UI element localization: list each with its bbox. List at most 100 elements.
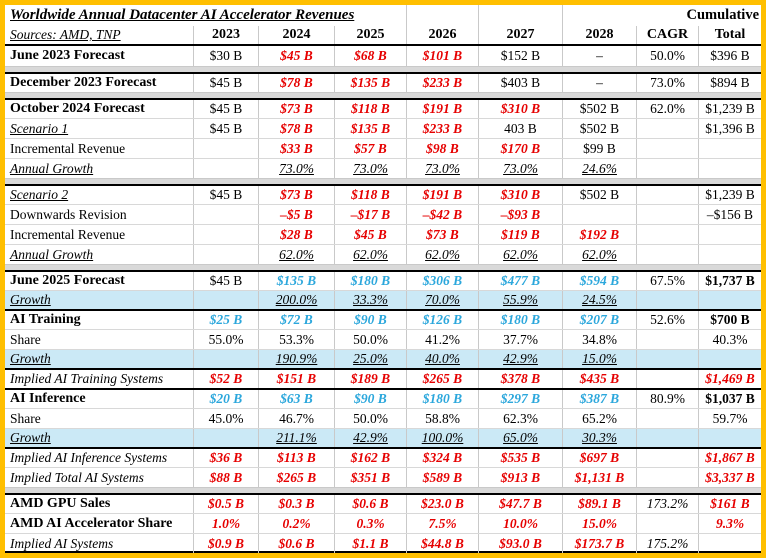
table-cell: $88 B [193,468,258,487]
table-cell: $118 B [334,186,406,204]
table-cell: $45 B [334,225,406,244]
table-cell-empty [698,429,761,447]
table-cell: $118 B [334,100,406,118]
table-cell: $1,396 B [698,119,761,138]
table-cell: $151 B [258,370,334,388]
table-cell: 173.2% [636,495,698,513]
table-cell-empty [698,245,761,264]
table-cell-empty [698,139,761,158]
table-cell-empty [193,350,258,368]
section-separator [5,487,761,493]
table-cell: $98 B [406,139,478,158]
table-cell-empty [636,409,698,428]
table-cell: 0.2% [258,514,334,533]
table-cell: 403 B [478,119,562,138]
table-cell: $1,239 B [698,186,761,204]
table-cell: $101 B [406,46,478,66]
table-cell-empty [636,245,698,264]
section-separator [5,66,761,72]
table-cell: $25 B [193,311,258,329]
table-cell: 100.0% [406,429,478,447]
table-cell: $233 B [406,74,478,92]
table-cell: 58.8% [406,409,478,428]
table-cell-empty [562,205,636,224]
table-row: Growth 190.9% 25.0% 40.0% 42.9% 15.0% [5,349,761,368]
table-cell: $594 B [562,272,636,290]
row-label: Implied AI Inference Systems [10,450,168,465]
table-cell: $126 B [406,311,478,329]
table-cell: $47.7 B [478,495,562,513]
table-cell: 62.0% [562,245,636,264]
table-row: Scenario 1 $45 B $78 B $135 B $233 B 403 B $50… [5,118,761,138]
table-cell: 65.2% [562,409,636,428]
table-cell: 40.3% [698,330,761,349]
table-row: Incremental Revenue $28 B $45 B $73 B $119 B… [5,224,761,244]
section-separator [5,178,761,184]
table-cell-empty [193,291,258,309]
table-row: October 2024 Forecast $45 B $73 B $118 B $19… [5,98,761,118]
table-cell: –$5 B [258,205,334,224]
table-cell: $1,469 B [698,370,761,388]
table-cell: $535 B [478,449,562,467]
table-cell: $0.6 B [258,534,334,553]
table-cell: $502 B [562,119,636,138]
table-cell-empty [698,225,761,244]
table-cell: $180 B [406,390,478,408]
table-cell: $89.1 B [562,495,636,513]
table-cell: 15.0% [562,350,636,368]
table-cell: $90 B [334,390,406,408]
table-cell: $0.6 B [334,495,406,513]
table-cell: $477 B [478,272,562,290]
table-cell: $387 B [562,390,636,408]
column-header-2023: 2023 [193,26,258,44]
table-row: Implied AI Inference Systems $36 B $113 B $… [5,447,761,467]
table-cell: $180 B [334,272,406,290]
table-cell: 190.9% [258,350,334,368]
table-cell: 73.0% [636,74,698,92]
table-row: Implied AI Systems $0.9 B $0.6 B $1.1 B $44.… [5,533,761,553]
table-cell-empty [636,370,698,388]
table-cell: 45.0% [193,409,258,428]
table-cell: $68 B [334,46,406,66]
table-cell: $502 B [562,186,636,204]
table-cell: 24.5% [562,291,636,309]
table-cell: $697 B [562,449,636,467]
table-cell: 30.3% [562,429,636,447]
table-cell: 80.9% [636,390,698,408]
table-cell: 40.0% [406,350,478,368]
table-cell: $265 B [258,468,334,487]
row-label: Scenario 1 [10,120,69,136]
table-cell-empty [193,225,258,244]
table-cell-empty [636,139,698,158]
table-cell: $403 B [478,74,562,92]
sources-label: Sources: AMD, TNP [10,27,121,42]
table-cell: 53.3% [258,330,334,349]
table-cell: $44.8 B [406,534,478,553]
table-cell: $191 B [406,100,478,118]
table-row: Implied AI Training Systems $52 B $151 B $1… [5,368,761,388]
column-header-2027: 2027 [478,26,562,44]
table-cell: 9.3% [698,514,761,533]
table-cell-empty [193,139,258,158]
table-row: December 2023 Forecast $45 B $78 B $135 B $2… [5,72,761,92]
table-cell: $351 B [334,468,406,487]
table-cell: $589 B [406,468,478,487]
table-cell: 62.0% [334,245,406,264]
table-cell: $502 B [562,100,636,118]
row-label: Share [10,410,41,426]
table-cell-empty [636,119,698,138]
table-cell: 62.0% [258,245,334,264]
table-row: Downwards Revision –$5 B –$17 B –$42 B –$93 … [5,204,761,224]
table-cell: $152 B [478,46,562,66]
table-cell: 73.0% [258,159,334,178]
table-cell: $135 B [334,74,406,92]
table-cell-empty [636,159,698,178]
title-spacer-2028 [562,5,636,26]
table-cell: $23.0 B [406,495,478,513]
table-cell: $93.0 B [478,534,562,553]
row-label: Annual Growth [10,160,94,176]
table-row: Annual Growth 62.0% 62.0% 62.0% 62.0% 62.0% [5,244,761,264]
row-label: AI Training [10,312,81,327]
table-cell: 62.3% [478,409,562,428]
